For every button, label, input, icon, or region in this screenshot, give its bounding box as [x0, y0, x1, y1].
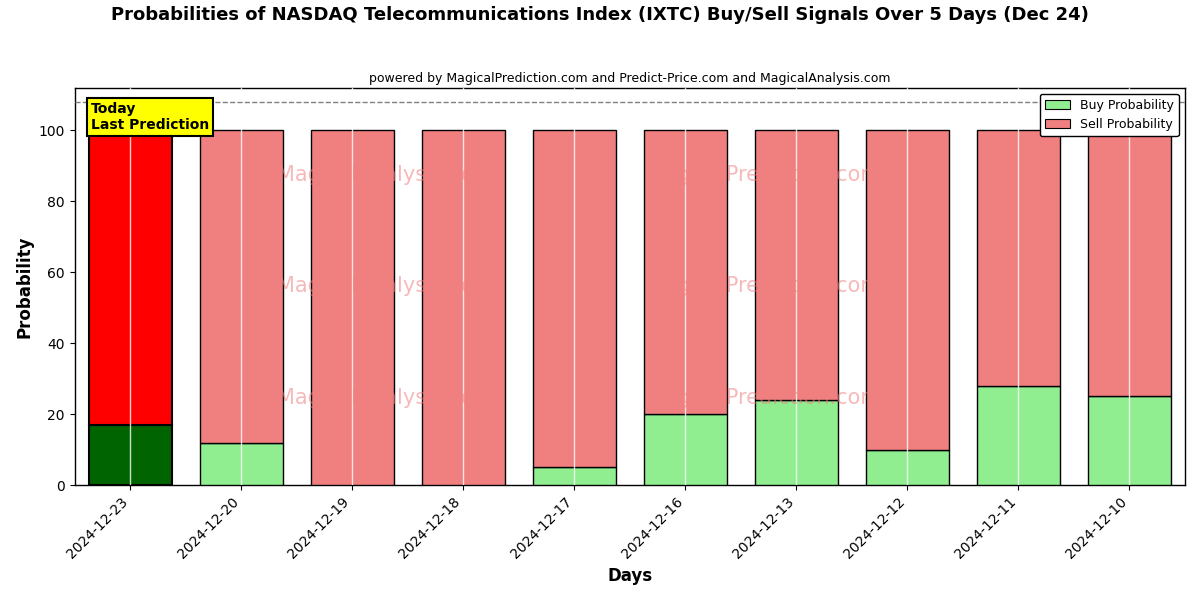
Bar	[865, 449, 949, 485]
Bar	[199, 130, 283, 443]
Text: MagicalAnalysis.com: MagicalAnalysis.com	[277, 388, 494, 407]
Bar	[1088, 130, 1171, 397]
Bar	[865, 130, 949, 449]
Bar	[199, 443, 283, 485]
Bar	[533, 130, 616, 467]
Legend: Buy Probability, Sell Probability: Buy Probability, Sell Probability	[1040, 94, 1178, 136]
Bar	[643, 414, 727, 485]
Bar	[977, 386, 1060, 485]
Text: MagicalAnalysis.com: MagicalAnalysis.com	[277, 277, 494, 296]
Bar	[643, 130, 727, 414]
Bar	[89, 425, 172, 485]
Bar	[1088, 397, 1171, 485]
Text: MagicalAnalysis.com: MagicalAnalysis.com	[277, 165, 494, 185]
Text: MagicalPrediction.com: MagicalPrediction.com	[646, 165, 881, 185]
Bar	[533, 467, 616, 485]
Bar	[89, 130, 172, 425]
Bar	[311, 130, 394, 485]
Bar	[977, 130, 1060, 386]
Text: Today
Last Prediction: Today Last Prediction	[91, 102, 209, 132]
Bar	[755, 400, 838, 485]
Y-axis label: Probability: Probability	[16, 235, 34, 338]
Text: Probabilities of NASDAQ Telecommunications Index (IXTC) Buy/Sell Signals Over 5 : Probabilities of NASDAQ Telecommunicatio…	[112, 6, 1088, 24]
Text: MagicalPrediction.com: MagicalPrediction.com	[646, 277, 881, 296]
X-axis label: Days: Days	[607, 567, 653, 585]
Bar	[421, 130, 505, 485]
Text: MagicalPrediction.com: MagicalPrediction.com	[646, 388, 881, 407]
Title: powered by MagicalPrediction.com and Predict-Price.com and MagicalAnalysis.com: powered by MagicalPrediction.com and Pre…	[370, 72, 890, 85]
Bar	[755, 130, 838, 400]
